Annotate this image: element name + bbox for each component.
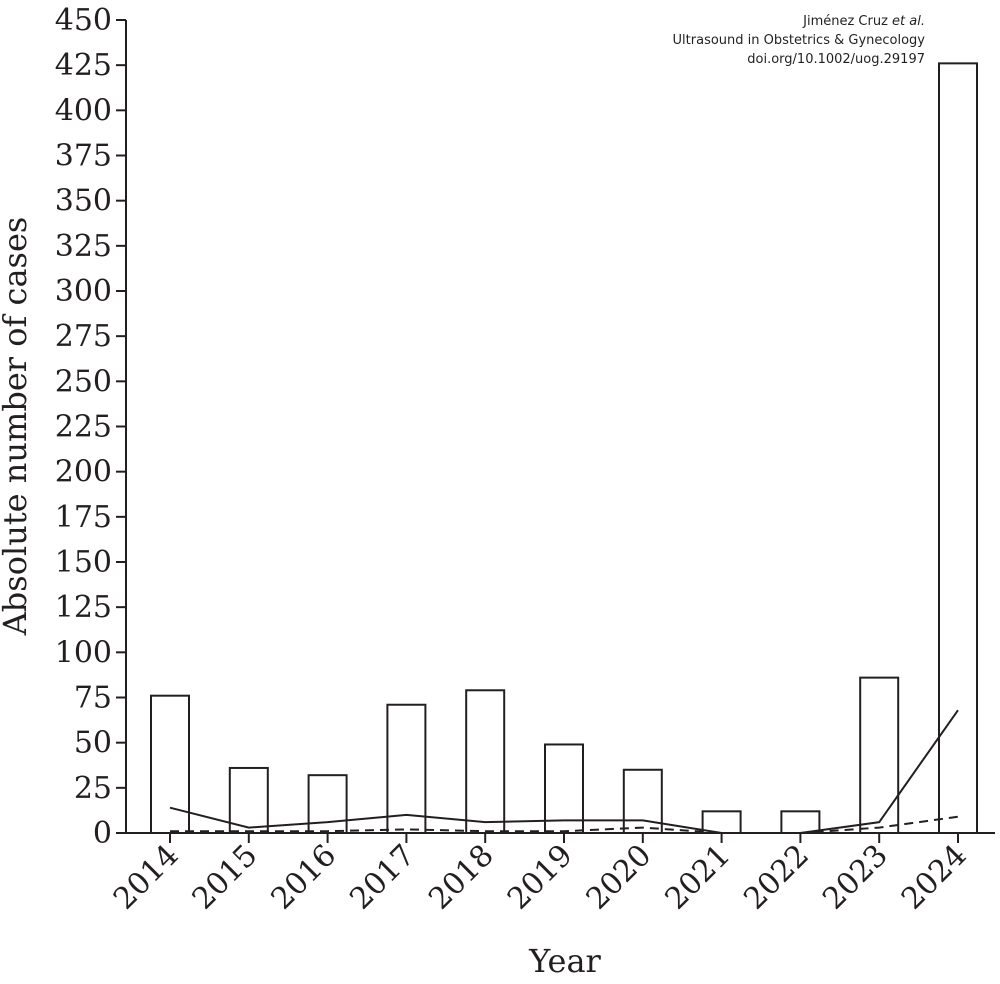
y-tick-label: 450	[55, 3, 112, 38]
bar-2014	[150, 694, 190, 835]
y-tick-label: 400	[55, 93, 112, 128]
x-tick-label: 2017	[343, 838, 422, 917]
x-tick-label: 2014	[107, 838, 186, 917]
bar-2023	[859, 676, 900, 834]
y-tick-label: 150	[55, 545, 112, 580]
bar-2017	[386, 703, 427, 835]
y-ticks: 0 25 50 75 100 125 150 175 200 225 250 275 300 325 350…	[55, 3, 126, 851]
bars-layer	[150, 62, 978, 835]
x-axis-title: Year	[528, 942, 601, 979]
y-tick-label: 350	[55, 184, 112, 219]
x-tick-label: 2024	[895, 838, 974, 917]
y-tick-label: 175	[55, 500, 112, 535]
y-tick-label: 375	[55, 139, 112, 174]
bar-2021	[701, 810, 742, 835]
bar-2016	[307, 774, 348, 834]
y-tick-label: 0	[93, 816, 112, 851]
y-tick-label: 425	[55, 48, 112, 83]
series-line-solid	[169, 709, 959, 834]
y-axis-title: Absolute number of cases	[0, 217, 34, 637]
y-tick-label: 325	[55, 229, 112, 264]
citation-author-name: Jiménez Cruz	[802, 14, 892, 29]
y-tick-label: 250	[55, 364, 112, 399]
y-tick-label: 100	[55, 635, 112, 670]
citation-journal: Ultrasound in Obstetrics & Gynecology	[673, 33, 926, 48]
x-tick-label: 2019	[501, 838, 580, 917]
x-tick-label: 2018	[422, 838, 501, 917]
bar-2020	[622, 768, 663, 834]
citation-author: Jiménez Cruz et al.	[802, 14, 925, 29]
x-tick-label: 2023	[816, 838, 895, 917]
x-tick-label: 2022	[737, 838, 816, 917]
y-tick-label: 125	[55, 590, 112, 625]
bar-2018	[465, 689, 506, 834]
bar-2024	[938, 62, 978, 835]
lines-layer	[169, 709, 959, 834]
x-tick-label: 2020	[580, 838, 659, 917]
y-tick-label: 225	[55, 410, 112, 445]
x-tick-label: 2015	[186, 838, 265, 917]
y-tick-label: 275	[55, 319, 112, 354]
x-tick-label: 2021	[659, 838, 738, 917]
citation-et-al: et al.	[892, 14, 925, 29]
y-tick-label: 50	[74, 726, 112, 761]
bar-2022	[780, 810, 821, 835]
y-tick-label: 75	[74, 681, 112, 716]
x-ticks: 2014 2015 2016 2017 2018 2019 2020 2021 2022 2023…	[107, 833, 974, 917]
y-tick-label: 200	[55, 455, 112, 490]
y-tick-label: 300	[55, 274, 112, 309]
citation-doi: doi.org/10.1002/uog.29197	[747, 52, 925, 67]
x-tick-label: 2016	[265, 838, 344, 917]
y-tick-label: 25	[74, 771, 112, 806]
series-line-dashed	[170, 815, 959, 834]
